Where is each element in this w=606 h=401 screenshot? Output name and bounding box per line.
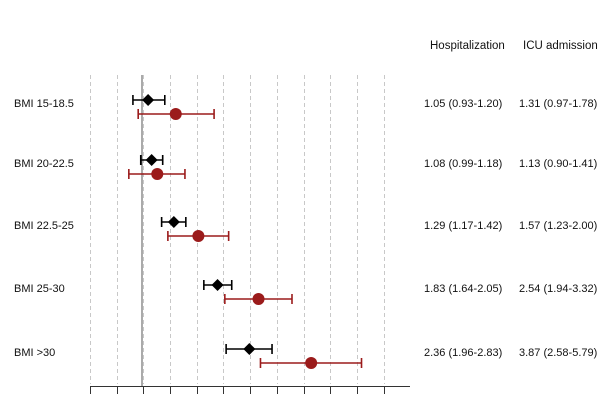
icu-admission-value: 1.31 (0.97-1.78): [519, 98, 598, 110]
row-label: BMI >30: [14, 347, 56, 359]
hospitalization-point: [145, 154, 158, 166]
icu-point: [151, 168, 164, 180]
hospitalization-value: 1.83 (1.64-2.05): [424, 283, 503, 295]
icu-point: [192, 230, 205, 242]
hospitalization-value: 1.08 (0.99-1.18): [424, 158, 503, 170]
icu-point: [305, 357, 318, 369]
icu-admission-header: ICU admission: [523, 40, 598, 52]
icu-admission-value: 3.87 (2.58-5.79): [519, 347, 598, 359]
icu-point: [169, 108, 182, 120]
hospitalization-value: 1.05 (0.93-1.20): [424, 98, 503, 110]
icu-admission-value: 2.54 (1.94-3.32): [519, 283, 598, 295]
hospitalization-value: 1.29 (1.17-1.42): [424, 220, 503, 232]
hospitalization-value: 2.36 (1.96-2.83): [424, 347, 503, 359]
row-label: BMI 20-22.5: [14, 158, 74, 170]
row-label: BMI 22.5-25: [14, 220, 74, 232]
hospitalization-point: [167, 216, 180, 228]
icu-admission-value: 1.57 (1.23-2.00): [519, 220, 598, 232]
hospitalization-header: Hospitalization: [430, 40, 505, 52]
icu-admission-value: 1.13 (0.90-1.41): [519, 158, 598, 170]
icu-point: [252, 293, 265, 305]
hospitalization-point: [142, 94, 155, 106]
hospitalization-point: [211, 279, 224, 291]
hospitalization-point: [243, 343, 256, 355]
row-label: BMI 25-30: [14, 283, 65, 295]
row-label: BMI 15-18.5: [14, 98, 74, 110]
